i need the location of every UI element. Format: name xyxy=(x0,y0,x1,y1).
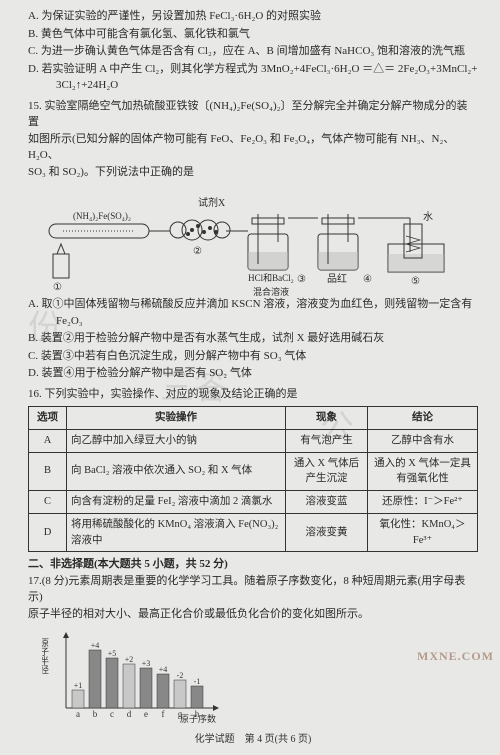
svg-text:d: d xyxy=(127,709,132,719)
q15-opt-b: B. 装置②用于检验分解产物中是否有水蒸气生成，试剂 X 最好选用碱石灰 xyxy=(28,330,478,347)
q15-opt-a: A. 取①中固体残留物与稀硫酸反应并滴加 KSCN 溶液，溶液变为血红色，则残留… xyxy=(28,296,478,329)
svg-text:+1: +1 xyxy=(74,681,83,690)
circle-5: ⑤ xyxy=(411,274,420,289)
circle-3: ③ xyxy=(297,272,306,287)
svg-text:a: a xyxy=(76,709,80,719)
th-opt: 选项 xyxy=(29,407,67,430)
tube-label: (NH₄)₂Fe(SO₄)₂ xyxy=(73,210,131,224)
page-footer: 化学试题 第 4 页(共 6 页) xyxy=(28,732,478,747)
th-ph: 现象 xyxy=(286,407,368,430)
svg-text:+4: +4 xyxy=(91,641,100,650)
q15-stem: 15. 实验室隔绝空气加热硫酸亚铁铵〔(NH₄)₂Fe(SO₄)₂〕至分解完全并… xyxy=(28,98,478,181)
table-row: B 向 BaCl₂ 溶液中依次通入 SO₂ 和 X 气体 通入 X 气体后产生沉… xyxy=(29,452,478,491)
svg-text:+3: +3 xyxy=(142,659,151,668)
table-row: A 向乙醇中加入绿豆大小的钠 有气泡产生 乙醇中含有水 xyxy=(29,429,478,452)
q16-table: 选项 实验操作 现象 结论 A 向乙醇中加入绿豆大小的钠 有气泡产生 乙醇中含有… xyxy=(28,406,478,552)
svg-text:f: f xyxy=(162,709,165,719)
q14-opt-b: B. 黄色气体中可能含有氯化氢、氯化铁和氯气 xyxy=(28,26,478,43)
circle-1: ① xyxy=(53,280,62,295)
q14-opt-a: A. 为保证实验的严谨性，另设置加热 FeCl₃·6H₂O 的对照实验 xyxy=(28,8,478,25)
q14-opt-d: D. 若实验证明 A 中产生 Cl₂，则其化学方程式为 3MnO₂+4FeCl₃… xyxy=(28,61,478,94)
section-2-heading: 二、非选择题(本大题共 5 小题，共 52 分) xyxy=(28,556,478,573)
svg-text:e: e xyxy=(144,709,148,719)
table-row: C 向含有淀粉的足量 FeI₂ 溶液中滴加 2 滴氯水 溶液变蓝 还原性：I⁻＞… xyxy=(29,491,478,514)
q14-opt-d-line2: 3Cl₂↑+24H₂O xyxy=(42,79,118,91)
q15-stem-3: SO₃ 和 SO₂)。下列说法中正确的是 xyxy=(28,166,194,178)
q14-opt-c: C. 为进一步确认黄色气体是否含有 Cl₂，应在 A、B 间增加盛有 NaHCO… xyxy=(28,43,478,60)
q14-opt-d-line1: D. 若实验证明 A 中产生 Cl₂，则其化学方程式为 3MnO₂+4FeCl₃… xyxy=(28,63,477,75)
svg-text:-2: -2 xyxy=(177,671,184,680)
reagent-x-label: 试剂X xyxy=(198,196,225,211)
q15-stem-2: 如图所示(已知分解的固体产物可能有 FeO、Fe₂O₃ 和 Fe₃O₄，气体产物… xyxy=(28,133,454,162)
apparatus-diagram: (NH₄)₂Fe(SO₄)₂ 试剂X 水 ① ② HCl和BaCl₂混合溶液 ③… xyxy=(43,184,463,294)
svg-text:原子半径: 原子半径 xyxy=(42,638,49,674)
q15-opt-d: D. 装置④用于检验分解产物中是否有 SO₂ 气体 xyxy=(28,365,478,382)
th-con: 结论 xyxy=(368,407,478,430)
circle-2: ② xyxy=(193,244,202,259)
svg-text:+5: +5 xyxy=(108,649,117,658)
svg-text:b: b xyxy=(93,709,98,719)
flask3-label: HCl和BaCl₂混合溶液 xyxy=(248,272,294,299)
table-row: D 将用稀硫酸酸化的 KMnO₄ 溶液滴入 Fe(NO₃)₂ 溶液中 溶液变黄 … xyxy=(29,513,478,552)
q15-stem-1: 15. 实验室隔绝空气加热硫酸亚铁铵〔(NH₄)₂Fe(SO₄)₂〕至分解完全并… xyxy=(28,100,467,129)
water-label: 水 xyxy=(423,210,433,225)
q16-stem: 16. 下列实验中，实验操作、对应的现象及结论正确的是 xyxy=(28,386,478,403)
svg-text:c: c xyxy=(110,709,114,719)
svg-text:h: h xyxy=(195,709,200,719)
th-op: 实验操作 xyxy=(67,407,286,430)
q17-stem: 17.(8 分)元素周期表是重要的化学学习工具。随着原子序数变化，8 种短周期元… xyxy=(28,573,478,623)
circle-4: ④ xyxy=(363,272,372,287)
svg-text:-1: -1 xyxy=(194,677,201,686)
svg-text:+2: +2 xyxy=(125,655,134,664)
q15-opt-c: C. 装置③中若有白色沉淀生成，则分解产物中有 SO₃ 气体 xyxy=(28,348,478,365)
flask4-label: 品红 xyxy=(327,272,347,287)
corner-watermark: MXNE.COM xyxy=(417,649,494,664)
atomic-radius-chart: 原子半径原子序数a+1b+4c+5d+2e+3f+4g-2h-1 xyxy=(42,626,222,726)
svg-text:g: g xyxy=(178,709,183,719)
